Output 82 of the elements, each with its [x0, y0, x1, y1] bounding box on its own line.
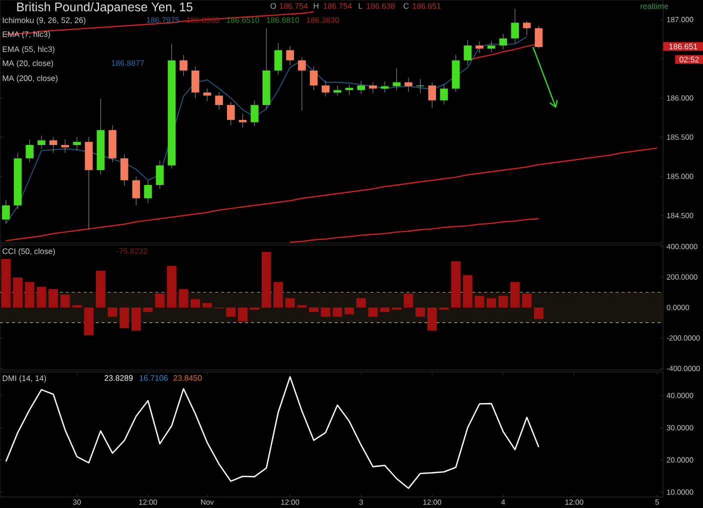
- bar: [1, 259, 11, 308]
- candlestick: [464, 40, 472, 66]
- candlestick: [499, 33, 508, 50]
- bar: [285, 298, 295, 308]
- bar: [486, 298, 496, 308]
- candlestick: [440, 84, 448, 105]
- bar: [250, 307, 260, 310]
- bar: [120, 307, 130, 328]
- candlestick: [238, 113, 247, 128]
- candlestick: [369, 82, 377, 94]
- candlestick: [286, 46, 294, 66]
- bar: [24, 282, 34, 308]
- candlestick: [203, 88, 212, 102]
- bar: [262, 252, 272, 308]
- candlestick: [380, 81, 389, 93]
- bar: [238, 307, 248, 322]
- bar: [84, 307, 94, 336]
- bar: [380, 307, 390, 312]
- candlestick: [26, 139, 34, 163]
- bar: [427, 307, 437, 331]
- bar: [510, 282, 520, 308]
- candlestick: [476, 41, 484, 54]
- bar: [474, 296, 484, 308]
- bar: [462, 275, 472, 308]
- candlestick: [2, 200, 10, 224]
- bar: [155, 294, 165, 308]
- bar: [332, 307, 342, 317]
- bar: [131, 307, 141, 331]
- bar: [356, 298, 366, 308]
- candlestick: [274, 42, 282, 75]
- candlestick: [191, 66, 200, 98]
- bar: [166, 266, 176, 308]
- bar: [344, 307, 354, 314]
- candlestick: [392, 68, 401, 90]
- bar: [439, 307, 449, 310]
- bar: [202, 302, 212, 308]
- bar: [368, 307, 378, 317]
- candlestick: [511, 8, 519, 44]
- bar: [534, 307, 544, 320]
- bar: [451, 261, 461, 308]
- candlestick: [428, 82, 436, 108]
- bar: [143, 307, 153, 312]
- candlestick: [49, 136, 58, 154]
- line-series: [290, 218, 540, 243]
- candlestick: [144, 180, 152, 204]
- candlestick: [487, 40, 496, 53]
- candlestick: [310, 66, 318, 90]
- bar: [309, 307, 318, 312]
- candlestick: [73, 136, 81, 151]
- candlestick: [404, 77, 412, 92]
- bar: [178, 289, 188, 308]
- bar: [36, 286, 46, 308]
- candlestick: [322, 80, 330, 97]
- candlestick: [357, 80, 366, 94]
- bar: [416, 307, 426, 317]
- bar: [404, 294, 414, 308]
- candlestick: [132, 176, 140, 206]
- bar: [60, 294, 70, 308]
- candlestick: [250, 100, 258, 126]
- candlestick: [38, 135, 46, 150]
- candlestick: [226, 102, 235, 126]
- bar: [226, 307, 236, 317]
- candlestick: [522, 20, 531, 36]
- bar: [108, 307, 118, 317]
- candlestick: [180, 54, 188, 76]
- candlestick: [215, 91, 223, 110]
- candlestick: [298, 56, 306, 111]
- candlestick: [334, 85, 342, 96]
- bar: [96, 270, 106, 308]
- candlestick: [156, 160, 164, 190]
- bar: [392, 307, 402, 310]
- chart-title: British Pound/Japanese Yen, 15: [17, 2, 192, 14]
- bar: [498, 296, 508, 308]
- bar: [190, 299, 200, 308]
- bar: [273, 282, 283, 308]
- candlestick: [61, 139, 70, 154]
- candlestick: [534, 26, 543, 49]
- bar: [48, 289, 58, 308]
- bar: [13, 277, 23, 308]
- candlestick: [120, 154, 128, 186]
- bar: [522, 294, 532, 308]
- bar: [320, 307, 330, 317]
